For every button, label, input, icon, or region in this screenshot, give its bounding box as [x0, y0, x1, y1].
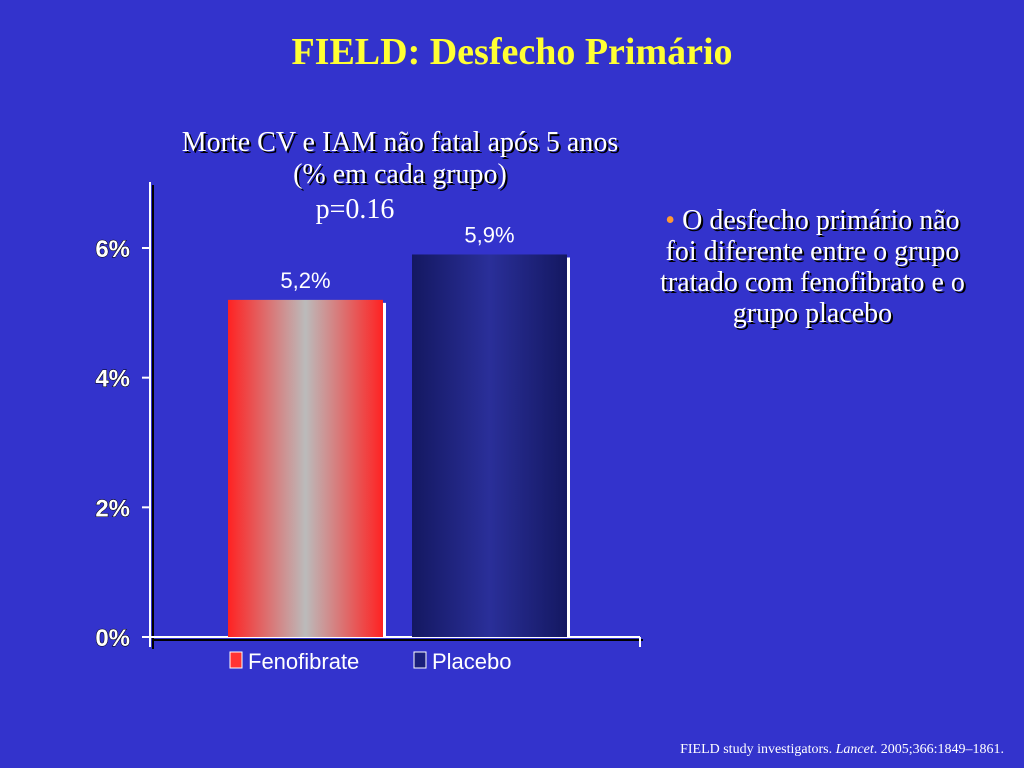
legend-swatch [229, 651, 243, 669]
citation-journal: Lancet [835, 742, 874, 757]
bar-data-label: 5,2% [280, 268, 330, 293]
citation-authors: FIELD study investigators. [680, 742, 836, 757]
bar-placebo [412, 254, 567, 637]
legend-label: Placebo [432, 649, 512, 674]
chart-subtitle-line1: Morte CV e IAM não fatal após 5 anos [181, 127, 619, 158]
legend-label: Fenofibrate [248, 649, 359, 674]
bullet-marker: • [665, 205, 676, 236]
bar-fenofibrate [228, 299, 383, 637]
y-tick-label: 4% [95, 366, 130, 393]
slide-title: FIELD: Desfecho Primário [291, 31, 733, 73]
bullet-point: • O desfecho primário não foi diferente … [655, 205, 970, 329]
bullet-text: O desfecho primário não foi diferente en… [660, 205, 965, 329]
citation-details: . 2005;366:1849–1861. [873, 742, 1004, 757]
y-tick-label: 2% [95, 495, 130, 522]
bar-data-label: 5,9% [464, 222, 514, 247]
citation-footer: FIELD study investigators. Lancet. 2005;… [680, 742, 1004, 758]
y-tick-label: 6% [95, 236, 130, 263]
chart-subtitle-line2: (% em cada grupo) [293, 159, 507, 190]
legend-swatch [413, 651, 427, 669]
y-tick-label: 0% [95, 625, 130, 652]
p-value: p=0.16 [315, 194, 395, 225]
